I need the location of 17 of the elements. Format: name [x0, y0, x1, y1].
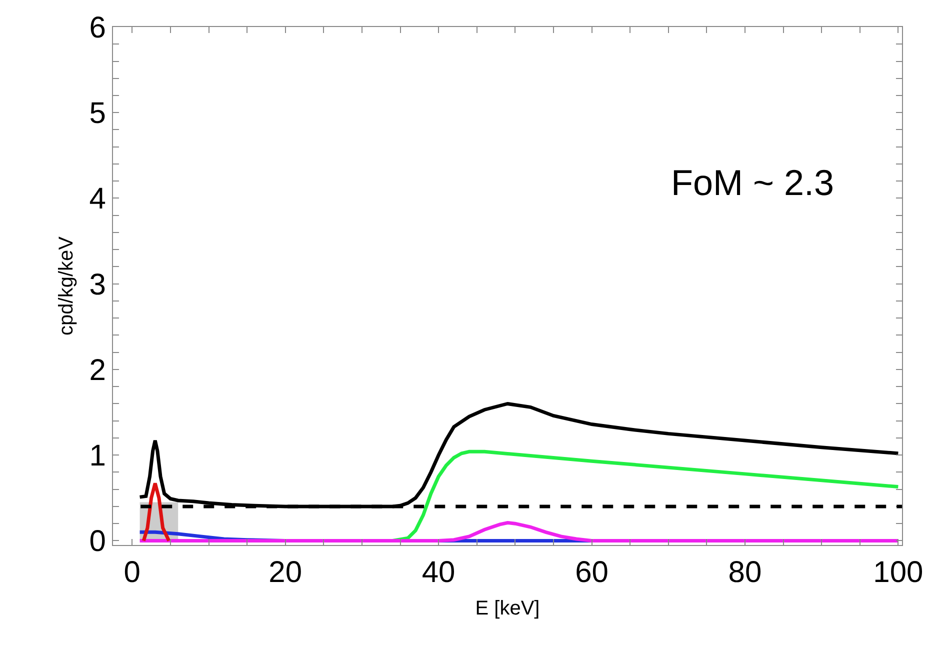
y-tick-label: 4: [89, 182, 106, 216]
y-tick-label: 3: [89, 268, 106, 302]
y-tick-label: 0: [89, 525, 106, 558]
x-axis-title: E [keV]: [475, 598, 540, 620]
annotation: FoM ~ 2.3: [671, 162, 834, 203]
x-tick-label: 80: [728, 556, 762, 590]
y-axis-title: cpd/kg/keV: [56, 236, 78, 336]
y-tick-label: 1: [89, 440, 106, 473]
x-tick-label: 40: [422, 556, 456, 590]
x-tick-label: 60: [575, 556, 608, 590]
y-tick-label: 5: [89, 97, 106, 130]
x-tick-label: 0: [124, 556, 140, 590]
line-series: [138, 402, 900, 508]
x-tick-label: 100: [873, 556, 924, 590]
y-tick-label: 6: [89, 12, 106, 44]
x-tick-label: 20: [268, 556, 302, 590]
y-tick-label: 2: [89, 354, 106, 387]
